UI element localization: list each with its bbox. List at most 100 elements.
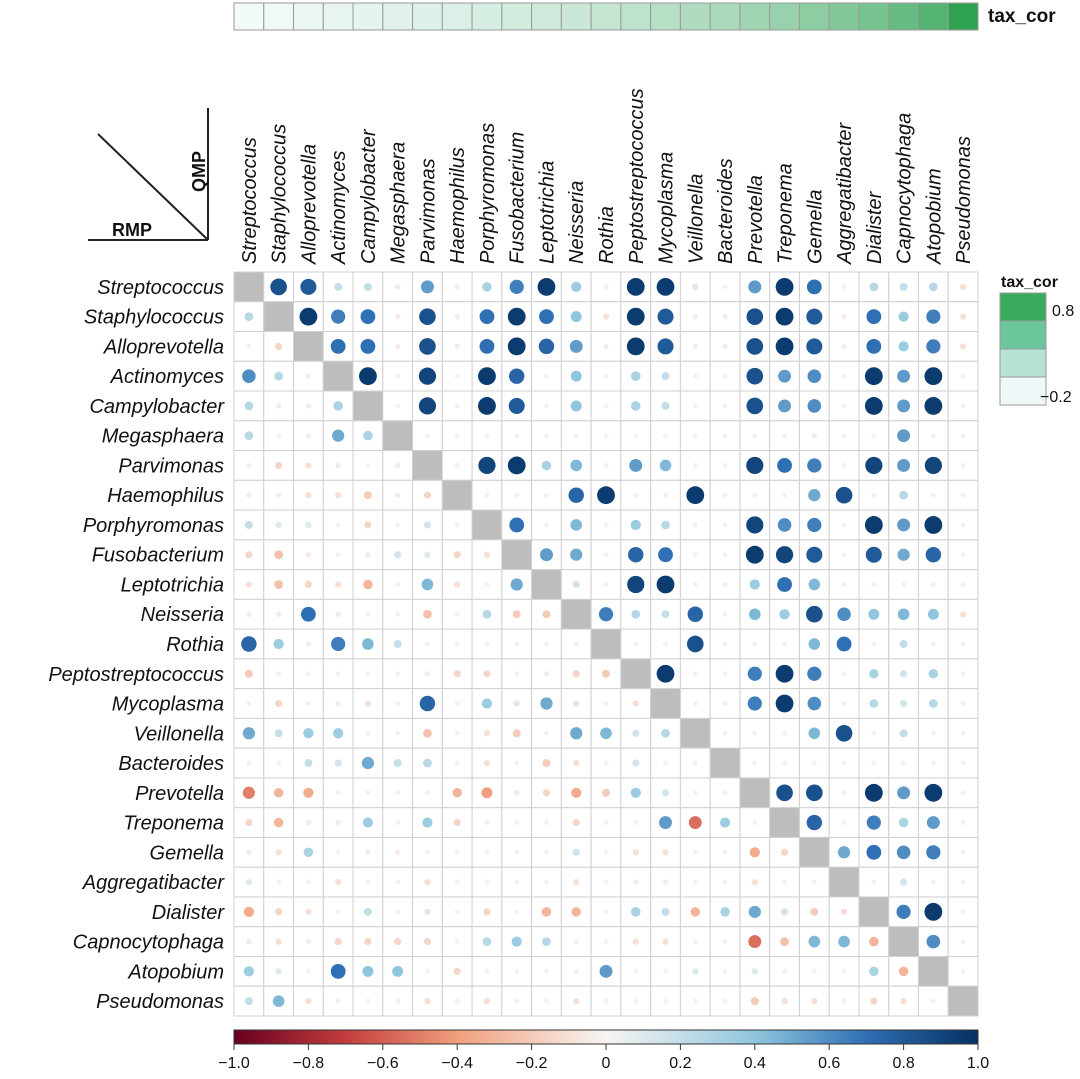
correlation-dot xyxy=(304,759,313,768)
correlation-dot xyxy=(244,669,253,678)
row-label: Prevotella xyxy=(135,783,224,805)
correlation-dot xyxy=(305,373,312,379)
diagonal-cell xyxy=(322,360,354,392)
tax-cor-cell xyxy=(263,2,295,31)
correlation-dot xyxy=(924,516,943,534)
correlation-dot xyxy=(514,641,520,647)
tax-cor-cell xyxy=(709,2,741,31)
correlation-dot xyxy=(806,784,823,802)
tax-cor-cell xyxy=(947,2,979,31)
correlation-dot xyxy=(869,282,879,292)
row-label: Parvimonas xyxy=(118,455,224,477)
correlation-dot xyxy=(782,641,787,647)
column-label: Leptotrichia xyxy=(536,161,558,264)
correlation-dot xyxy=(602,313,610,320)
tax-cor-cell xyxy=(888,2,919,31)
correlation-dot xyxy=(901,582,907,587)
correlation-dot xyxy=(330,963,346,979)
correlation-dot xyxy=(692,313,698,320)
tax-cor-cell xyxy=(798,2,830,31)
correlation-dot xyxy=(478,456,496,475)
correlation-dot xyxy=(692,998,698,1004)
correlation-dot xyxy=(275,849,282,856)
row-labels: Streptococcus Staphylococcus Alloprevotell… xyxy=(48,277,225,1013)
correlation-dot xyxy=(841,998,847,1004)
grid-cell xyxy=(560,836,592,868)
correlation-dot xyxy=(692,968,699,975)
correlation-dot xyxy=(835,724,853,742)
correlation-dot xyxy=(275,342,283,350)
tax-cor-cell xyxy=(620,2,652,31)
diagonal-cell xyxy=(858,896,890,928)
correlation-dot xyxy=(395,582,401,587)
correlation-dot xyxy=(572,670,580,678)
correlation-dot xyxy=(630,519,641,531)
correlation-dot xyxy=(305,908,312,915)
correlation-dot xyxy=(361,756,375,770)
correlation-dot xyxy=(335,700,341,707)
correlation-dot xyxy=(896,904,911,919)
diagonal-cell xyxy=(263,301,295,333)
colorbar-tick-label: −0.4 xyxy=(441,1055,473,1072)
row-label: Atopobium xyxy=(127,961,224,983)
correlation-dot xyxy=(960,433,966,439)
correlation-dot xyxy=(926,816,940,830)
tax-cor-legend: tax_cor 0.8 −0.2 xyxy=(999,274,1074,406)
correlation-dot xyxy=(692,582,698,587)
correlation-dot xyxy=(573,968,579,974)
correlation-dot xyxy=(661,372,670,381)
correlation-dot xyxy=(453,670,461,678)
correlation-dot xyxy=(780,848,789,856)
correlation-dot xyxy=(807,696,822,711)
correlation-dot xyxy=(864,516,883,534)
correlation-dot xyxy=(362,965,374,977)
correlation-dot xyxy=(335,611,341,617)
correlation-dot xyxy=(897,608,910,621)
correlation-dot xyxy=(395,403,401,409)
correlation-dot xyxy=(775,307,794,326)
column-label: Porphyromonas xyxy=(477,123,499,264)
correlation-dot xyxy=(514,909,520,915)
tax-cor-legend-swatch xyxy=(999,376,1047,406)
correlation-dot xyxy=(454,284,460,290)
correlation-dot xyxy=(365,790,371,796)
correlation-dot xyxy=(960,760,966,766)
correlation-dot xyxy=(454,730,460,736)
correlation-dot xyxy=(928,282,938,292)
correlation-dot xyxy=(305,938,312,945)
correlation-dot xyxy=(688,816,702,830)
correlation-dot xyxy=(692,701,698,706)
column-label: Gemella xyxy=(804,190,826,264)
column-label: Mycoplasma xyxy=(656,152,678,264)
correlation-dot xyxy=(419,695,436,712)
correlation-dot xyxy=(573,700,580,707)
correlation-dot xyxy=(841,373,847,379)
correlation-dot xyxy=(276,671,282,677)
correlation-dot xyxy=(692,403,698,409)
column-label: Parvimonas xyxy=(417,158,439,264)
correlation-dot xyxy=(479,309,495,325)
correlation-dot xyxy=(423,521,432,529)
correlation-dot xyxy=(960,849,966,855)
correlation-dot xyxy=(544,730,549,736)
correlation-dot xyxy=(777,458,792,473)
correlation-dot xyxy=(960,730,966,736)
row-label: Mycoplasma xyxy=(112,694,224,716)
correlation-dot xyxy=(512,610,521,619)
correlation-dot xyxy=(275,403,282,409)
correlation-dot xyxy=(423,938,432,946)
correlation-dot xyxy=(395,879,401,885)
correlation-dot xyxy=(778,399,792,413)
correlation-dot xyxy=(692,879,698,885)
correlation-dot xyxy=(960,701,966,706)
column-label: Streptococcus xyxy=(239,137,261,264)
correlation-dot xyxy=(924,456,942,475)
correlation-dot xyxy=(632,849,639,856)
correlation-dot xyxy=(924,367,943,386)
correlation-dot xyxy=(837,846,851,859)
correlation-dot xyxy=(899,640,908,648)
correlation-dot xyxy=(841,343,847,350)
correlation-dot xyxy=(897,399,911,413)
correlation-dot xyxy=(626,307,645,326)
correlation-dot xyxy=(303,847,314,858)
